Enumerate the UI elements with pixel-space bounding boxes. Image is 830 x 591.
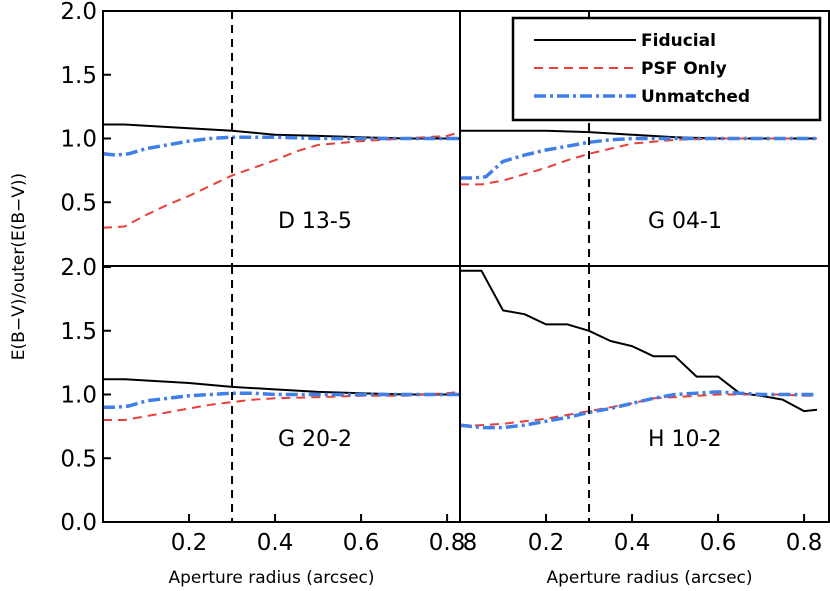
series-line-unmatched <box>459 390 817 430</box>
series-line-fiducial <box>103 123 460 140</box>
x-tick-label: 0.8 <box>429 530 466 556</box>
x-tick-label: 0.4 <box>257 530 294 556</box>
legend: Fiducial PSF Only Unmatched <box>511 16 822 122</box>
y-tick-label: 1.0 <box>60 127 97 153</box>
y-tick-label: 1.0 <box>60 383 97 409</box>
series-line-fiducial <box>103 378 460 396</box>
panel-label: G 20-2 <box>278 427 352 452</box>
x-tick-label: 0.4 <box>614 530 651 556</box>
series-line-unmatched <box>103 391 460 410</box>
panel-d-13-5: D 13-5 <box>102 11 461 266</box>
y-tick-label: 0.5 <box>60 190 97 216</box>
legend-label: PSF Only <box>641 59 727 79</box>
series-line-psf-only <box>459 393 817 428</box>
y-tick-label: 1.5 <box>60 319 97 345</box>
y-tick-label: 0.0 <box>60 510 97 536</box>
chart-root: D 13-5 G 04-1 G 20-2 H 10-2 0.5 1.0 1.5 2.0 0.0 0… <box>9 0 830 588</box>
x-tick-label: 0.6 <box>343 530 380 556</box>
panel-label: G 04-1 <box>648 209 722 234</box>
x-tick-label: 0.6 <box>700 530 737 556</box>
y-tick-label: 0.5 <box>60 446 97 472</box>
y-axis-title: E(B−V)/outer(E(B−V)) <box>9 173 29 360</box>
series-line-psf-only <box>102 131 461 229</box>
series-line-psf-only <box>103 390 461 421</box>
x-axis-title: Aperture radius (arcsec) <box>168 568 374 588</box>
panel-label: H 10-2 <box>648 427 721 452</box>
y-tick-label: 2.0 <box>60 0 97 25</box>
series-line-unmatched <box>460 136 817 180</box>
x-tick-label: 0.2 <box>528 530 565 556</box>
y-tick-label: 2.0 <box>60 255 97 281</box>
series-line-unmatched <box>102 135 460 157</box>
series-line-psf-only <box>460 137 817 186</box>
x-tick-label: 0.2 <box>171 530 208 556</box>
x-tick-label: 0.8 <box>786 530 823 556</box>
panel-label: D 13-5 <box>278 209 352 234</box>
series-line-fiducial <box>460 269 818 413</box>
panel-g-20-2: G 20-2 <box>103 266 461 522</box>
panel-g-04-1: G 04-1 <box>460 11 817 266</box>
x-axis-title: Aperture radius (arcsec) <box>546 568 752 588</box>
y-tick-label: 1.5 <box>60 63 97 89</box>
legend-label: Unmatched <box>641 87 750 107</box>
x-tick-label: 8 <box>463 530 478 556</box>
panel-h-10-2: H 10-2 <box>459 266 818 522</box>
legend-label: Fiducial <box>641 31 716 51</box>
